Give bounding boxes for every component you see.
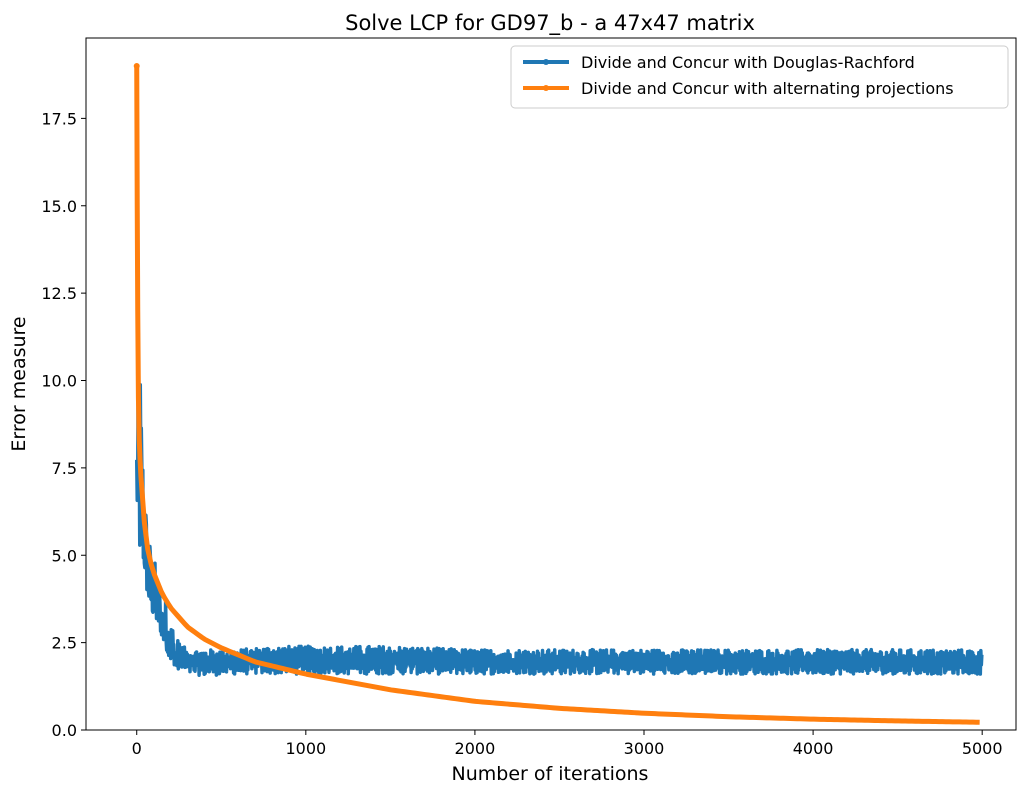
y-tick-label: 17.5 (41, 109, 77, 128)
y-tick-label: 10.0 (41, 372, 77, 391)
series-douglas-rachford-line (134, 352, 984, 677)
x-tick-label: 4000 (793, 739, 834, 758)
legend-marker-douglas-rachford (543, 59, 549, 65)
y-tick-label: 15.0 (41, 197, 77, 216)
y-axis: 0.0 2.5 5.0 7.5 10.0 12.5 15.0 17.5 (41, 109, 86, 740)
y-tick-label: 2.5 (52, 634, 77, 653)
x-tick-label: 5000 (962, 739, 1003, 758)
x-tick-label: 1000 (285, 739, 326, 758)
legend: Divide and Concur with Douglas-Rachford … (510, 45, 1009, 109)
x-axis: 0 1000 2000 3000 4000 5000 (132, 730, 1003, 758)
x-tick-label: 3000 (624, 739, 665, 758)
series-alternating-projections-line (134, 65, 980, 725)
legend-label-douglas-rachford: Divide and Concur with Douglas-Rachford (581, 53, 915, 72)
x-tick-label: 0 (132, 739, 142, 758)
plot-area (133, 62, 984, 725)
axes-frame (85, 37, 1017, 731)
legend-marker-alternating-projections (543, 85, 549, 91)
x-axis-label: Number of iterations (452, 763, 649, 785)
legend-box (510, 45, 1009, 109)
y-tick-label: 5.0 (52, 546, 77, 565)
series-alternating-projections-start-point (133, 62, 140, 69)
chart-title: Solve LCP for GD97_b - a 47x47 matrix (345, 11, 755, 36)
y-tick-label: 12.5 (41, 284, 77, 303)
x-tick-label: 2000 (455, 739, 496, 758)
y-axis-label: Error measure (8, 316, 30, 451)
legend-label-alternating-projections: Divide and Concur with alternating proje… (581, 79, 954, 98)
y-tick-label: 7.5 (52, 459, 77, 478)
y-tick-label: 0.0 (52, 721, 77, 740)
